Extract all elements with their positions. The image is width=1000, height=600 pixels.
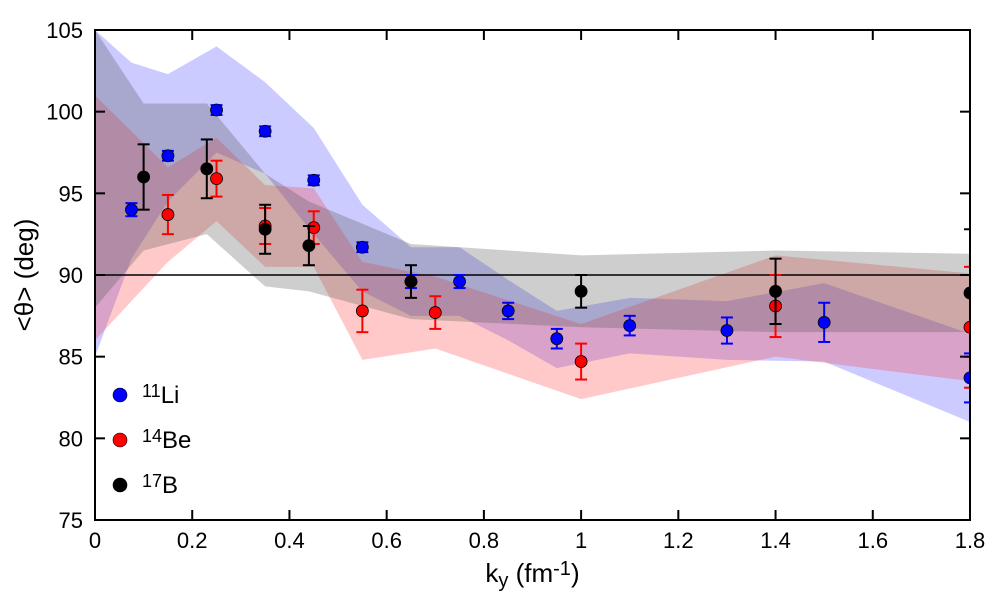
xtick-label: 0.6 (371, 528, 402, 553)
data-point (162, 209, 174, 221)
data-point (454, 276, 466, 288)
ytick-label: 105 (46, 18, 83, 43)
data-point (818, 316, 830, 328)
ytick-label: 90 (59, 263, 83, 288)
xtick-label: 0.8 (469, 528, 500, 553)
data-point (770, 285, 782, 297)
data-point (575, 356, 587, 368)
data-point (211, 173, 223, 185)
ytick-label: 85 (59, 345, 83, 370)
data-point (201, 163, 213, 175)
data-point (721, 325, 733, 337)
ytick-label: 80 (59, 426, 83, 451)
data-point (429, 307, 441, 319)
legend-marker-B17 (113, 478, 127, 492)
bands-group (95, 30, 970, 422)
data-point (303, 240, 315, 252)
data-point (502, 305, 514, 317)
xtick-label: 1.6 (857, 528, 888, 553)
legend-marker-Li11 (113, 388, 127, 402)
ytick-label: 100 (46, 100, 83, 125)
legend-label-Li11: 11Li (142, 381, 179, 409)
ytick-label: 95 (59, 181, 83, 206)
y-axis-label: <θ> (deg) (9, 219, 39, 332)
data-point (551, 333, 563, 345)
data-point (356, 305, 368, 317)
data-point (211, 104, 223, 116)
data-point (125, 204, 137, 216)
legend-marker-Be14 (113, 433, 127, 447)
x-axis-label: ky (fm-1) (485, 558, 579, 592)
xtick-label: 1 (575, 528, 587, 553)
legend-label-B17: 17B (142, 471, 178, 499)
xtick-label: 1.8 (955, 528, 986, 553)
scatter-plot: 0 0.2 0.4 0.6 0.8 1 1.2 1.4 1.6 1.8 75 80 85 90 95 100 1… (0, 0, 1000, 600)
data-point (259, 125, 271, 137)
data-point (162, 150, 174, 162)
data-point (259, 223, 271, 235)
legend-label-Be14: 14Be (142, 426, 191, 454)
xtick-label: 1.4 (760, 528, 791, 553)
data-point (356, 241, 368, 253)
chart-container: 0 0.2 0.4 0.6 0.8 1 1.2 1.4 1.6 1.8 75 80 85 90 95 100 1… (0, 0, 1000, 600)
xtick-label: 0.2 (177, 528, 208, 553)
data-point (624, 320, 636, 332)
xtick-label: 0.4 (274, 528, 305, 553)
xtick-label: 0 (89, 528, 101, 553)
data-point (308, 174, 320, 186)
data-point (405, 276, 417, 288)
ytick-label: 75 (59, 508, 83, 533)
data-point (138, 171, 150, 183)
xtick-label: 1.2 (663, 528, 694, 553)
data-point (575, 285, 587, 297)
